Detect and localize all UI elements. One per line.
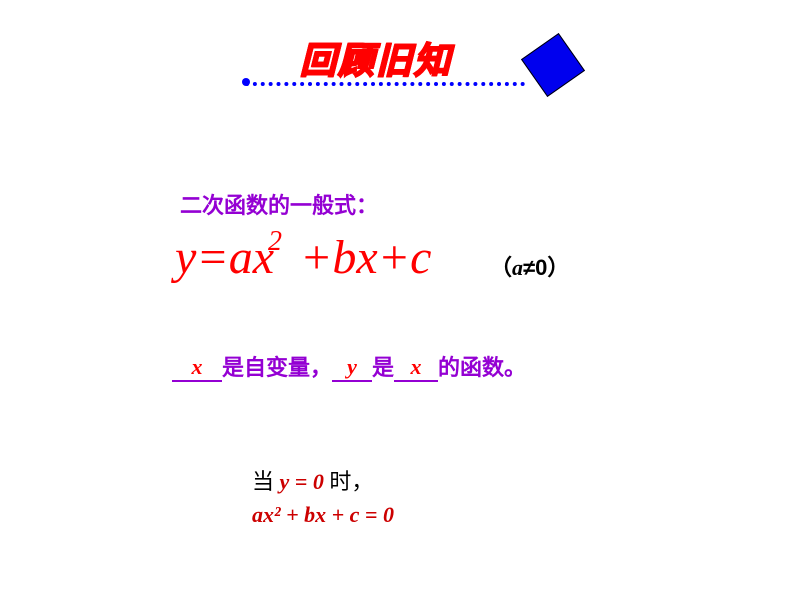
eq-a: a <box>229 231 253 284</box>
blank-2-answer: y <box>347 354 357 379</box>
bl1-mid: y = 0 <box>280 469 324 494</box>
eq-plus1: + <box>288 231 332 284</box>
bottom-line-1: 当 y = 0 时， <box>252 465 394 498</box>
blank-3: x <box>394 356 438 382</box>
cond-var: a <box>512 255 523 280</box>
blank-1: x <box>172 356 222 382</box>
bl1-prefix: 当 <box>252 469 280 494</box>
main-equation: y=ax2 +bx+c <box>175 230 431 285</box>
blank-3-answer: x <box>411 354 422 379</box>
fill-text-1: 是自变量， <box>222 355 332 380</box>
eq-b: b <box>332 231 356 284</box>
eq-y: y <box>175 231 196 284</box>
eq-c: c <box>410 231 431 284</box>
eq-x2: x <box>356 231 377 284</box>
fill-sentence: x是自变量，y是x的函数。 <box>172 350 526 382</box>
subheading-text: 二次函数的一般式： <box>180 188 378 220</box>
dotted-rule-icon <box>245 82 525 86</box>
bottom-block: 当 y = 0 时， ax² + bx + c = 0 <box>252 465 394 531</box>
blank-1-answer: x <box>192 354 203 379</box>
blank-2: y <box>332 356 372 382</box>
cond-open: （ <box>490 255 512 280</box>
bl1-suffix: 时， <box>324 469 374 494</box>
condition-text: （a≠0） <box>490 250 569 282</box>
cond-close: ） <box>547 255 569 280</box>
eq-exp: 2 <box>268 226 282 257</box>
slide-title: 回顾旧知 <box>300 32 452 84</box>
eq-equals: = <box>196 231 228 284</box>
cond-neq: ≠0 <box>523 255 547 280</box>
eq-plus2: + <box>378 231 410 284</box>
fill-text-2: 是 <box>372 355 394 380</box>
slide-container: 回顾旧知 二次函数的一般式： y=ax2 +bx+c （a≠0） x是自变量，y… <box>0 0 794 596</box>
bottom-line-2: ax² + bx + c = 0 <box>252 498 394 531</box>
fill-text-3: 的函数。 <box>438 355 526 380</box>
